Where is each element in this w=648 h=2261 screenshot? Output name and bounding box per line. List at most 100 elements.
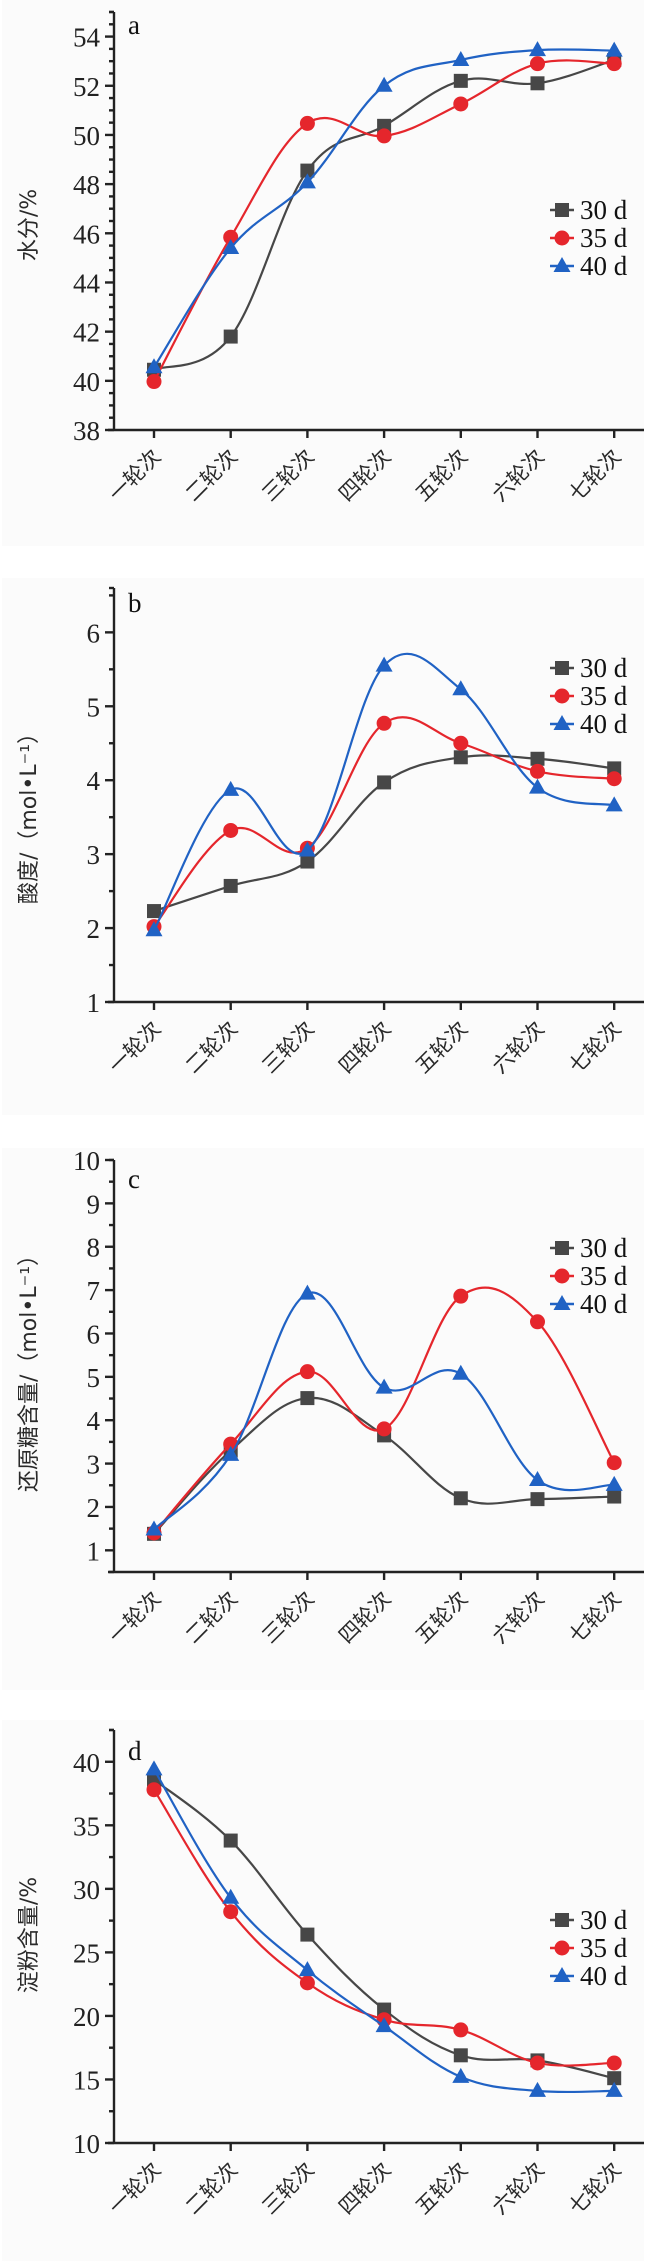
data-point-marker — [375, 76, 393, 92]
data-point-marker — [223, 878, 238, 893]
x-category-label: 四轮次 — [334, 2158, 396, 2220]
y-tick-label: 44 — [73, 268, 101, 298]
data-point-marker — [607, 1489, 622, 1504]
y-tick-label: 9 — [87, 1189, 101, 1219]
chart-b-svg: 1 2 3 4 5 6 一轮次 二轮次 三轮次 四轮次 五轮次 六轮次 七轮次 酸度/（mol•L⁻¹） b… — [17, 586, 644, 1079]
data-point-marker — [298, 1284, 316, 1300]
data-point-marker — [377, 2002, 392, 2017]
data-point-marker — [453, 73, 468, 88]
data-point-marker — [453, 1491, 468, 1506]
y-tick-label: 52 — [73, 72, 100, 102]
y-tick-label: 48 — [73, 170, 100, 200]
x-category-label: 六轮次 — [488, 2158, 550, 2220]
data-point-marker — [146, 374, 162, 390]
y-tick-label: 2 — [87, 914, 101, 944]
data-point-marker — [300, 163, 315, 178]
series-35d — [146, 1286, 622, 1541]
y-tick-label: 20 — [73, 2002, 100, 2032]
data-point-marker — [223, 229, 239, 245]
legend-label: 35 d — [580, 1261, 628, 1291]
legend-label: 40 d — [580, 1289, 628, 1319]
data-point-marker — [453, 2048, 468, 2063]
x-category-label: 三轮次 — [257, 2158, 319, 2220]
data-point-marker — [607, 761, 622, 776]
data-point-marker — [222, 239, 240, 255]
data-point-marker — [223, 1904, 239, 1920]
x-category-label: 六轮次 — [488, 1017, 550, 1079]
x-category-label: 五轮次 — [411, 1587, 473, 1649]
data-point-marker — [530, 76, 545, 91]
data-point-marker — [606, 1455, 622, 1471]
x-category-label: 二轮次 — [181, 445, 243, 507]
y-axis-title: 酸度/（mol•L⁻¹） — [17, 722, 42, 904]
y-tick-label: 46 — [73, 219, 100, 249]
legend-label: 35 d — [580, 223, 628, 253]
legend-marker — [554, 230, 570, 246]
x-category-label: 六轮次 — [488, 1587, 550, 1649]
panel-d-starch: 10 15 20 25 30 35 40 一轮次 二轮次 三轮次 四轮次 五轮次 六轮次 七轮次 淀粉含量/… — [2, 1720, 644, 2261]
panel-letter: a — [128, 10, 140, 40]
y-axis-title: 淀粉含量/% — [17, 1877, 42, 1993]
legend-label: 30 d — [580, 1233, 628, 1263]
data-point-marker — [530, 763, 545, 779]
data-point-marker — [606, 771, 622, 787]
y-tick-label: 4 — [87, 1406, 101, 1436]
x-category-label: 二轮次 — [181, 1017, 243, 1079]
x-category-label: 三轮次 — [257, 1587, 319, 1649]
y-tick-label: 5 — [87, 1363, 101, 1393]
x-category-label: 六轮次 — [488, 445, 550, 507]
data-point-marker — [605, 2081, 623, 2097]
y-tick-label: 6 — [87, 1319, 101, 1349]
data-point-marker — [453, 750, 468, 765]
legend-label: 40 d — [580, 1961, 628, 1991]
data-point-marker — [530, 1314, 545, 1330]
series-35d — [146, 715, 622, 935]
data-point-marker — [375, 656, 393, 672]
panel-letter: b — [128, 588, 142, 618]
panel-c-reducing-sugar: 1 2 3 4 5 6 7 8 9 10 一轮次 二轮次 三轮次 四轮次 五轮次 六轮次 七轮次 还原糖含量/（m… — [2, 1148, 644, 1690]
data-point-marker — [145, 358, 163, 374]
x-category-label: 五轮次 — [411, 445, 473, 507]
series-line — [153, 48, 615, 368]
data-point-marker — [453, 1288, 469, 1304]
series-35d — [146, 56, 622, 390]
data-point-marker — [298, 173, 316, 189]
panel-letter: c — [128, 1164, 140, 1194]
data-point-marker — [145, 1520, 163, 1536]
data-point-marker — [223, 1833, 238, 1848]
legend-label: 40 d — [580, 709, 628, 739]
data-point-marker — [298, 841, 316, 857]
x-category-label: 五轮次 — [411, 2158, 473, 2220]
data-point-marker — [300, 1391, 315, 1406]
y-tick-label: 3 — [87, 840, 101, 870]
series-line — [153, 1286, 616, 1534]
y-tick-label: 3 — [87, 1450, 101, 1480]
legend-marker — [554, 1940, 570, 1956]
legend-marker — [553, 257, 571, 272]
y-axis-title: 水分/% — [17, 189, 42, 261]
data-point-marker — [452, 2067, 470, 2083]
y-tick-label: 38 — [73, 416, 100, 446]
data-point-marker — [299, 115, 315, 131]
chart-a-svg: 38 40 42 44 46 48 50 52 54 一轮次 二轮次 三轮次 四轮次 五轮次 六轮次 七轮次 水… — [17, 10, 644, 507]
data-point-marker — [375, 1378, 393, 1394]
data-point-marker — [605, 1475, 623, 1491]
series-line — [153, 1778, 615, 2080]
y-tick-label: 30 — [73, 1875, 100, 1905]
data-point-marker — [529, 778, 546, 794]
data-point-marker — [452, 50, 470, 66]
y-tick-label: 10 — [73, 2129, 100, 2159]
data-point-marker — [530, 2055, 545, 2071]
data-point-marker — [453, 96, 469, 112]
y-tick-label: 7 — [87, 1276, 101, 1306]
data-point-marker — [606, 2055, 622, 2071]
data-point-marker — [530, 1492, 545, 1507]
series-40d — [145, 652, 623, 937]
panel-a-moisture: 38 40 42 44 46 48 50 52 54 一轮次 二轮次 三轮次 四轮次 五轮次 六轮次 七轮次 水… — [2, 0, 644, 546]
data-point-marker — [376, 715, 392, 731]
x-category-label: 一轮次 — [104, 1587, 166, 1649]
legend-label: 30 d — [580, 653, 628, 683]
y-tick-label: 10 — [73, 1148, 100, 1176]
legend-marker — [553, 715, 571, 730]
data-point-marker — [530, 751, 545, 766]
